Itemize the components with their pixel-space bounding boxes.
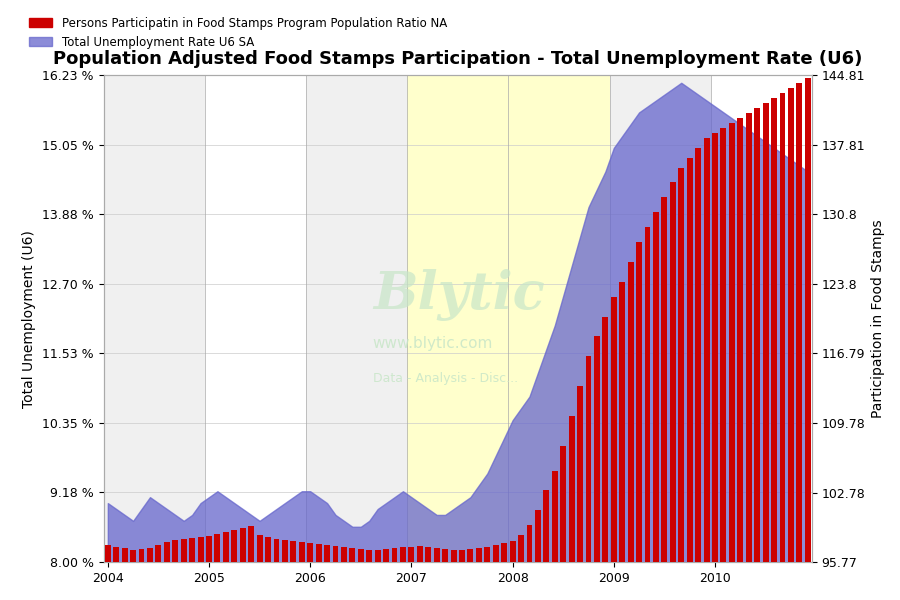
Bar	[374, 550, 381, 562]
Bar	[509, 541, 516, 562]
Bar	[256, 535, 263, 562]
Y-axis label: Participation in Food Stamps: Participation in Food Stamps	[871, 220, 885, 418]
Bar	[130, 550, 136, 562]
Bar	[181, 539, 186, 562]
Bar	[248, 526, 254, 562]
Bar	[594, 337, 600, 562]
Bar	[762, 103, 769, 562]
Bar	[771, 98, 777, 562]
Bar	[139, 549, 145, 562]
Bar	[113, 547, 119, 562]
Bar	[619, 282, 625, 562]
Bar	[602, 317, 608, 562]
Bar	[508, 75, 609, 562]
Bar	[788, 88, 794, 562]
Bar	[493, 545, 499, 562]
Bar	[442, 549, 448, 562]
Bar	[729, 123, 734, 562]
Bar	[307, 543, 313, 562]
Bar	[104, 75, 205, 562]
Bar	[737, 118, 743, 562]
Bar	[299, 542, 305, 562]
Bar	[147, 548, 153, 562]
Bar	[409, 547, 414, 562]
Bar	[653, 212, 659, 562]
Title: Population Adjusted Food Stamps Participation - Total Unemployment Rate (U6): Population Adjusted Food Stamps Particip…	[53, 50, 862, 68]
Bar	[349, 548, 356, 562]
Bar	[569, 416, 574, 562]
Bar	[459, 550, 465, 562]
Bar	[426, 547, 431, 562]
Bar	[670, 182, 676, 562]
Bar	[609, 75, 711, 562]
Bar	[274, 539, 279, 562]
Bar	[156, 545, 161, 562]
Bar	[358, 549, 364, 562]
Bar	[383, 549, 389, 562]
Bar	[223, 532, 229, 562]
Bar	[198, 537, 203, 562]
Bar	[400, 547, 406, 562]
Bar	[535, 511, 541, 562]
Bar	[266, 537, 271, 562]
Bar	[586, 356, 591, 562]
Bar	[214, 534, 220, 562]
Bar	[695, 148, 701, 562]
Bar	[172, 540, 178, 562]
Bar	[392, 548, 398, 562]
Bar	[636, 242, 642, 562]
Bar	[189, 538, 195, 562]
Bar	[291, 541, 296, 562]
Bar	[560, 446, 566, 562]
Text: Blytic: Blytic	[373, 269, 544, 321]
Bar	[205, 75, 306, 562]
Bar	[611, 297, 616, 562]
Bar	[417, 546, 423, 562]
Text: Data - Analysis - Disc...: Data - Analysis - Disc...	[373, 372, 518, 385]
Bar	[687, 158, 693, 562]
Text: www.blytic.com: www.blytic.com	[373, 336, 493, 351]
Bar	[577, 386, 583, 562]
Bar	[164, 542, 170, 562]
Bar	[518, 535, 524, 562]
Bar	[206, 536, 212, 562]
Bar	[552, 470, 558, 562]
Bar	[239, 528, 246, 562]
Bar	[366, 550, 373, 562]
Bar	[501, 543, 507, 562]
Bar	[324, 545, 330, 562]
Bar	[679, 167, 684, 562]
Bar	[105, 545, 111, 562]
Bar	[796, 83, 802, 562]
Bar	[704, 138, 709, 562]
Bar	[805, 78, 811, 562]
Bar	[746, 113, 751, 562]
Bar	[484, 547, 491, 562]
Bar	[712, 133, 718, 562]
Bar	[544, 490, 549, 562]
Bar	[333, 546, 338, 562]
Bar	[721, 128, 726, 562]
Legend: Persons Participatin in Food Stamps Program Population Ratio NA, Total Unemploym: Persons Participatin in Food Stamps Prog…	[24, 12, 452, 53]
Bar	[711, 75, 812, 562]
Bar	[476, 548, 482, 562]
Bar	[407, 75, 508, 562]
Bar	[627, 262, 634, 562]
Bar	[467, 549, 473, 562]
Bar	[316, 544, 321, 562]
Bar	[451, 550, 456, 562]
Bar	[231, 530, 238, 562]
Bar	[122, 548, 128, 562]
Bar	[754, 108, 760, 562]
Bar	[341, 547, 346, 562]
Bar	[282, 540, 288, 562]
Bar	[779, 93, 786, 562]
Bar	[662, 197, 667, 562]
Bar	[306, 75, 407, 562]
Y-axis label: Total Unemployment (U6): Total Unemployment (U6)	[22, 230, 36, 407]
Bar	[526, 525, 533, 562]
Bar	[434, 548, 440, 562]
Bar	[644, 227, 651, 562]
